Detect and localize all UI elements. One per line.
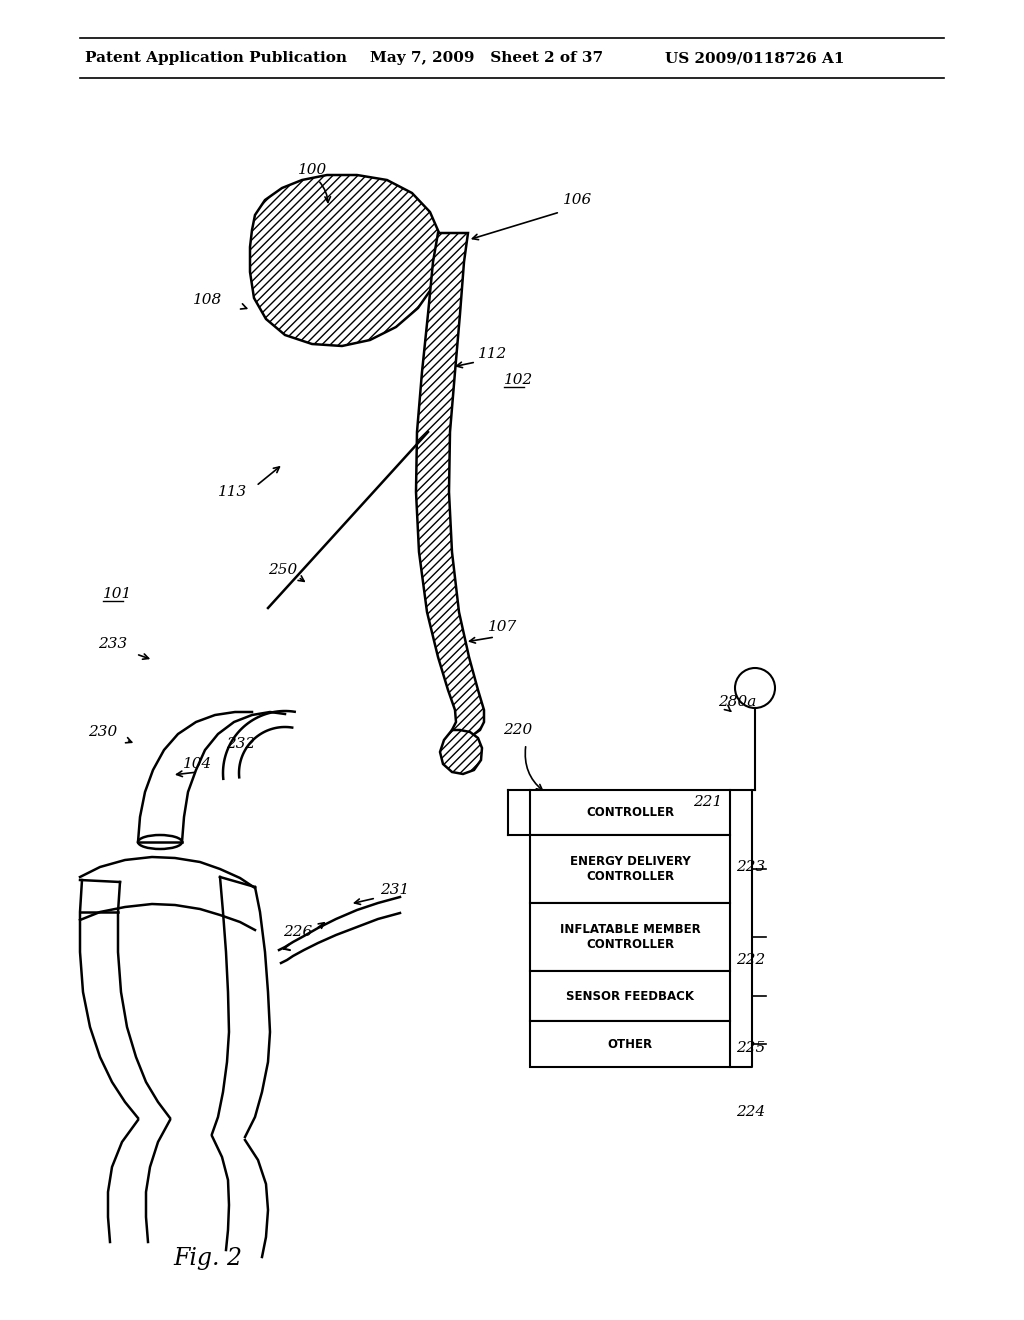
Text: 226: 226 [283,925,312,939]
Text: 222: 222 [736,953,765,968]
Bar [530,903,730,972]
Text: 250: 250 [268,564,297,577]
Text: Fig. 2: Fig. 2 [173,1246,242,1270]
Text: 220: 220 [503,723,532,737]
Text: 230: 230 [88,725,118,739]
Text: 225: 225 [736,1041,765,1055]
Bar [530,789,730,836]
Text: 112: 112 [478,347,507,360]
Text: 108: 108 [193,293,222,308]
Ellipse shape [138,836,182,849]
Polygon shape [250,176,442,346]
Polygon shape [440,730,482,774]
Bar [530,972,730,1020]
Bar [530,1020,730,1067]
Text: May 7, 2009   Sheet 2 of 37: May 7, 2009 Sheet 2 of 37 [370,51,603,65]
Text: 102: 102 [504,374,534,387]
Text: 221: 221 [693,795,722,809]
Text: 280a: 280a [718,696,757,709]
Text: 113: 113 [218,484,247,499]
Bar [530,836,730,903]
Text: INFLATABLE MEMBER
CONTROLLER: INFLATABLE MEMBER CONTROLLER [560,923,700,950]
Text: 224: 224 [736,1105,765,1119]
Text: ENERGY DELIVERY
CONTROLLER: ENERGY DELIVERY CONTROLLER [569,855,690,883]
Text: 104: 104 [183,756,212,771]
Polygon shape [416,234,484,737]
Text: Patent Application Publication: Patent Application Publication [85,51,347,65]
Text: 231: 231 [380,883,410,898]
Text: US 2009/0118726 A1: US 2009/0118726 A1 [665,51,845,65]
Text: 100: 100 [298,162,328,177]
Text: CONTROLLER: CONTROLLER [586,807,674,818]
Text: 233: 233 [98,638,127,651]
Text: 107: 107 [488,620,517,634]
Text: OTHER: OTHER [607,1038,652,1051]
Text: 232: 232 [226,737,255,751]
Text: 223: 223 [736,861,765,874]
Text: 106: 106 [563,193,592,207]
Text: SENSOR FEEDBACK: SENSOR FEEDBACK [566,990,694,1002]
Text: 101: 101 [103,587,132,601]
